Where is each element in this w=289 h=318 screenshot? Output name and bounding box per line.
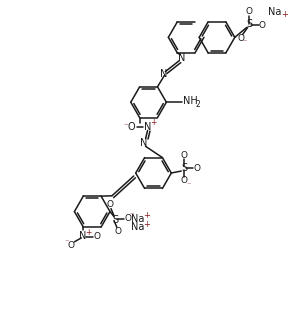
- Text: O: O: [68, 241, 75, 250]
- Text: N: N: [79, 231, 86, 241]
- Text: ⁻: ⁻: [64, 237, 69, 246]
- Text: +: +: [281, 10, 288, 19]
- Text: +: +: [143, 220, 150, 229]
- Text: Na: Na: [268, 7, 281, 17]
- Text: O: O: [181, 176, 188, 185]
- Text: +: +: [85, 228, 91, 238]
- Text: S: S: [181, 163, 187, 173]
- Text: NH: NH: [183, 96, 197, 106]
- Text: N: N: [160, 69, 167, 79]
- Text: ⁻: ⁻: [242, 38, 247, 47]
- Text: O: O: [245, 7, 252, 16]
- Text: Na: Na: [131, 222, 144, 232]
- Text: N: N: [140, 138, 147, 149]
- Text: N: N: [177, 53, 185, 63]
- Text: +: +: [150, 118, 157, 127]
- Text: 2: 2: [196, 100, 200, 109]
- Text: O: O: [194, 163, 201, 173]
- Text: +: +: [143, 211, 150, 220]
- Text: O: O: [128, 121, 136, 132]
- Text: O: O: [114, 227, 121, 236]
- Text: ⁻: ⁻: [129, 210, 134, 219]
- Text: O: O: [94, 232, 101, 241]
- Text: ⁻: ⁻: [123, 122, 128, 131]
- Text: S: S: [112, 215, 118, 225]
- Text: S: S: [247, 19, 253, 30]
- Text: O: O: [107, 200, 114, 209]
- Text: O: O: [237, 34, 244, 43]
- Text: O: O: [124, 214, 131, 223]
- Text: O: O: [181, 151, 188, 160]
- Text: ⁻: ⁻: [186, 180, 190, 190]
- Text: Na: Na: [131, 213, 144, 224]
- Text: N: N: [144, 121, 151, 132]
- Text: O: O: [259, 21, 266, 30]
